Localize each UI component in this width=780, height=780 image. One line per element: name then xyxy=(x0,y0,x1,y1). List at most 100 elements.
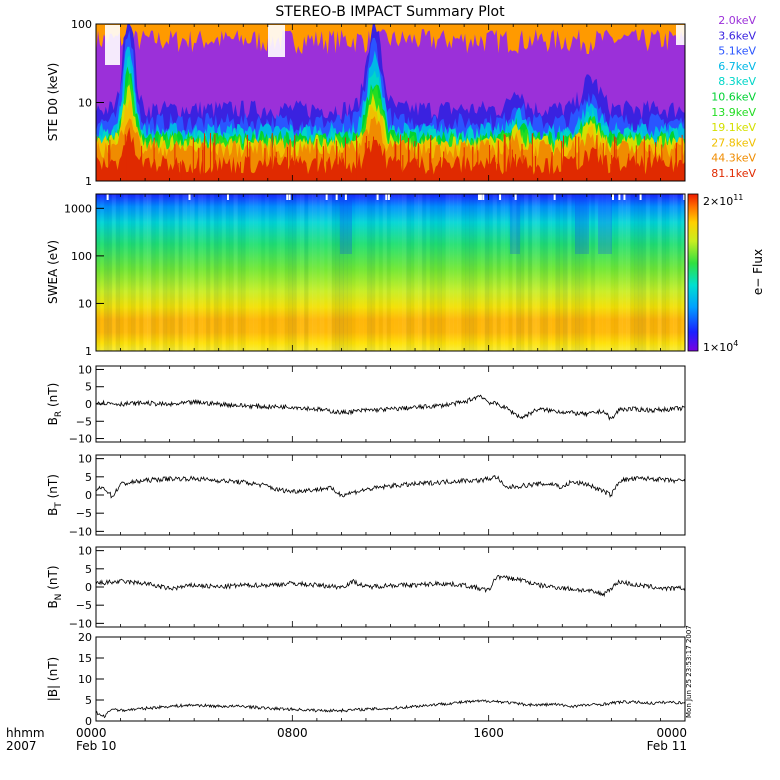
ste-legend-19.1keV: 19.1keV xyxy=(711,121,756,134)
swea-stripe xyxy=(155,194,159,351)
swea-stripe xyxy=(535,194,541,351)
swea-stripe xyxy=(673,194,678,351)
swea-stripe xyxy=(158,194,164,351)
swea-stripe xyxy=(308,194,313,351)
br-frame xyxy=(95,365,686,443)
swea-stripe xyxy=(261,194,265,351)
swea-stripe xyxy=(547,194,552,351)
swea-stripe xyxy=(143,194,148,351)
swea-stripe xyxy=(103,194,109,351)
swea-gap xyxy=(479,194,482,200)
swea-y-tick-label: 1000 xyxy=(64,202,92,215)
swea-stripe xyxy=(410,194,415,351)
swea-stripe xyxy=(465,194,470,351)
swea-stripe xyxy=(637,194,643,351)
bn-y-tick-label: 5 xyxy=(85,563,92,576)
ste-legend-5.1keV: 5.1keV xyxy=(718,45,756,58)
swea-stripe xyxy=(100,194,104,351)
swea-stripe xyxy=(594,194,600,351)
swea-stripe xyxy=(150,194,156,351)
swea-stripe xyxy=(96,194,101,351)
swea-stripe xyxy=(630,194,635,351)
swea-stripe xyxy=(241,194,246,351)
swea-gap xyxy=(288,194,291,200)
swea-stripe xyxy=(614,194,619,351)
swea-stripe xyxy=(445,194,450,351)
br-label-unit: (nT) xyxy=(46,383,60,411)
ste-legend-3.6keV: 3.6keV xyxy=(718,29,756,42)
swea-stripe xyxy=(477,194,481,351)
swea-stripe xyxy=(449,194,454,351)
ste-legend-8.3keV: 8.3keV xyxy=(718,75,756,88)
swea-stripe xyxy=(359,194,364,351)
swea-stripe xyxy=(343,194,348,351)
bmag-y-tick-label: 10 xyxy=(78,673,92,686)
x-tick-time: 0800 xyxy=(277,726,308,740)
swea-stripe xyxy=(178,194,183,351)
swea-stripe xyxy=(492,194,498,351)
swea-gap xyxy=(482,194,485,200)
bt-y-axis-label: BT (nT) xyxy=(46,474,64,516)
swea-stripe xyxy=(315,194,321,351)
bn-label-sub: N xyxy=(54,594,64,601)
swea-gap xyxy=(325,194,328,200)
swea-stripe xyxy=(645,194,651,351)
swea-gap xyxy=(612,194,615,200)
swea-stripe xyxy=(111,194,117,351)
swea-gap xyxy=(618,194,621,200)
swea-stripe xyxy=(288,194,293,351)
swea-stripe xyxy=(370,194,376,351)
swea-feature xyxy=(510,194,520,254)
swea-stripe xyxy=(280,194,285,351)
swea-stripe xyxy=(284,194,289,351)
swea-stripe xyxy=(166,194,172,351)
swea-gap xyxy=(639,194,642,200)
swea-feature xyxy=(340,194,352,254)
ste-data-gap xyxy=(268,25,285,57)
swea-stripe xyxy=(488,194,494,351)
swea-stripe xyxy=(331,194,337,351)
ste-energy-legend: 2.0keV 3.6keV 5.1keV 6.7keV 8.3keV 10.6keV 13.… xyxy=(711,14,756,180)
swea-stripe xyxy=(107,194,113,351)
swea-stripe xyxy=(406,194,411,351)
bn-line xyxy=(95,574,686,598)
swea-stripe xyxy=(500,194,505,351)
swea-stripe xyxy=(484,194,490,351)
bt-y-tick-label: 5 xyxy=(85,471,92,484)
swea-stripe xyxy=(622,194,627,351)
swea-stripe xyxy=(551,194,555,351)
swea-stripe xyxy=(324,194,328,351)
swea-stripe xyxy=(590,194,596,351)
swea-stripe xyxy=(661,194,666,351)
swea-stripe xyxy=(527,194,533,351)
bmag-label-main: |B| xyxy=(46,685,60,701)
swea-stripe xyxy=(575,194,580,351)
swea-stripe xyxy=(602,194,607,351)
swea-stripe xyxy=(677,194,682,351)
swea-stripe xyxy=(626,194,631,351)
x-tick-time: 0000 xyxy=(76,726,107,740)
panel-bt: 10 5 0 −5 −10 BT (nT) xyxy=(46,453,686,538)
bn-label-unit: (nT) xyxy=(46,565,60,593)
swea-gap xyxy=(499,194,502,200)
swea-stripe xyxy=(543,194,549,351)
bmag-y-tick-label: 15 xyxy=(78,652,92,665)
swea-stripe xyxy=(335,194,340,351)
swea-y-tick-label: 100 xyxy=(71,250,92,263)
panel-br: 10 5 0 −5 −10 BR (nT) xyxy=(46,363,686,446)
bn-y-tick-label: 0 xyxy=(85,581,92,594)
swea-stripe xyxy=(504,194,509,351)
swea-stripe xyxy=(520,194,525,351)
swea-stripe xyxy=(273,194,277,351)
bmag-y-tick-label: 20 xyxy=(78,631,92,644)
bmag-y-tick-label: 5 xyxy=(85,694,92,707)
ste-legend-6.7keV: 6.7keV xyxy=(718,60,756,73)
bmag-y-tick-label: 0 xyxy=(85,715,92,728)
swea-stripe xyxy=(386,194,391,351)
swea-y-ticks: 1 10 100 1000 xyxy=(64,194,686,358)
swea-stripe xyxy=(366,194,372,351)
x-tick-date: Feb 11 xyxy=(647,739,687,753)
bn-label-main: B xyxy=(46,600,60,608)
swea-stripe xyxy=(221,194,227,351)
swea-feature xyxy=(575,194,589,254)
